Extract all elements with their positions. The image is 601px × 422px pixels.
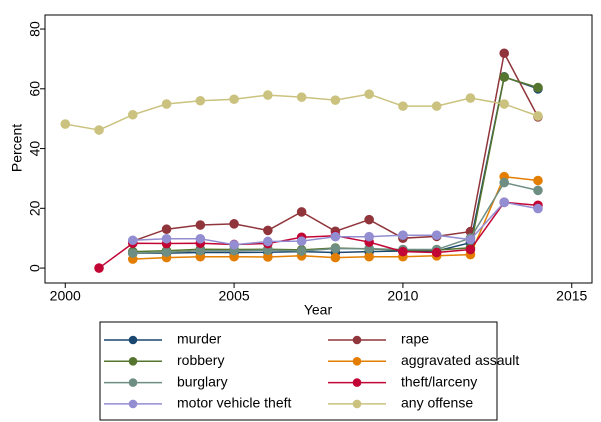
data-point [499,177,510,188]
data-point [161,224,172,235]
data-point [127,248,138,258]
data-point [195,95,206,106]
data-point [94,125,104,135]
data-point [330,95,341,105]
data-point [364,231,374,242]
legend-marker [352,378,362,387]
data-point [465,244,476,255]
data-point [127,109,138,120]
x-tick-label: 2010 [387,288,418,304]
legend-marker [128,399,138,409]
data-point [195,220,206,230]
data-point [431,101,442,111]
legend-marker [352,399,362,409]
data-point [533,175,543,186]
data-point [533,185,543,196]
data-point [533,82,543,93]
data-point [330,231,341,242]
data-point [296,92,307,102]
data-point [398,230,408,240]
y-tick-label: 60 [27,81,43,97]
data-point [60,119,71,129]
data-point [499,48,510,59]
legend-label: aggravated assault [401,352,519,368]
data-point [161,233,172,244]
data-point [533,111,543,121]
data-point [296,207,307,217]
data-point [229,219,239,229]
y-axis-label: Percent [9,124,25,172]
legend-label: rape [401,331,429,347]
series-line [98,201,539,269]
legend-marker [352,357,362,366]
data-point [263,225,273,236]
legend-label: any offense [401,395,473,411]
x-tick-label: 2015 [556,288,587,304]
legend-marker [128,378,138,387]
data-point [127,235,138,246]
data-point [94,263,104,273]
legend-box [99,321,498,421]
data-point [533,203,543,214]
data-point [499,197,510,208]
legend-label: motor vehicle theft [177,395,291,411]
data-point [161,247,172,258]
y-tick-label: 20 [27,200,43,216]
data-point [161,99,172,109]
legend-marker [128,357,138,366]
x-tick-label: 2000 [50,288,81,304]
legend-label: burglary [177,373,228,389]
data-point [229,239,239,250]
data-point [465,93,476,103]
data-point [499,72,510,82]
data-point [431,247,442,258]
data-point [398,101,408,111]
y-tick-label: 40 [27,141,43,157]
data-point [499,99,510,109]
data-point [364,251,374,262]
legend-marker [352,335,362,345]
legend-label: robbery [177,352,224,368]
data-point [263,236,273,247]
legend-label: murder [177,331,222,347]
data-point [296,236,307,246]
plot-frame [44,14,593,284]
data-point [364,89,374,99]
legend-marker [128,335,138,345]
data-point [465,234,476,245]
data-point [195,233,206,244]
data-point [398,246,408,257]
data-point [364,214,374,225]
data-point [431,230,442,240]
x-axis-label: Year [304,302,333,318]
data-point [330,243,341,254]
data-point [229,94,239,105]
y-tick-label: 0 [27,264,43,272]
data-point [263,90,273,100]
legend-label: theft/larceny [401,373,477,389]
y-tick-label: 80 [27,21,43,37]
x-tick-label: 2005 [219,288,250,304]
data-point [296,246,307,256]
data-point [330,252,341,263]
